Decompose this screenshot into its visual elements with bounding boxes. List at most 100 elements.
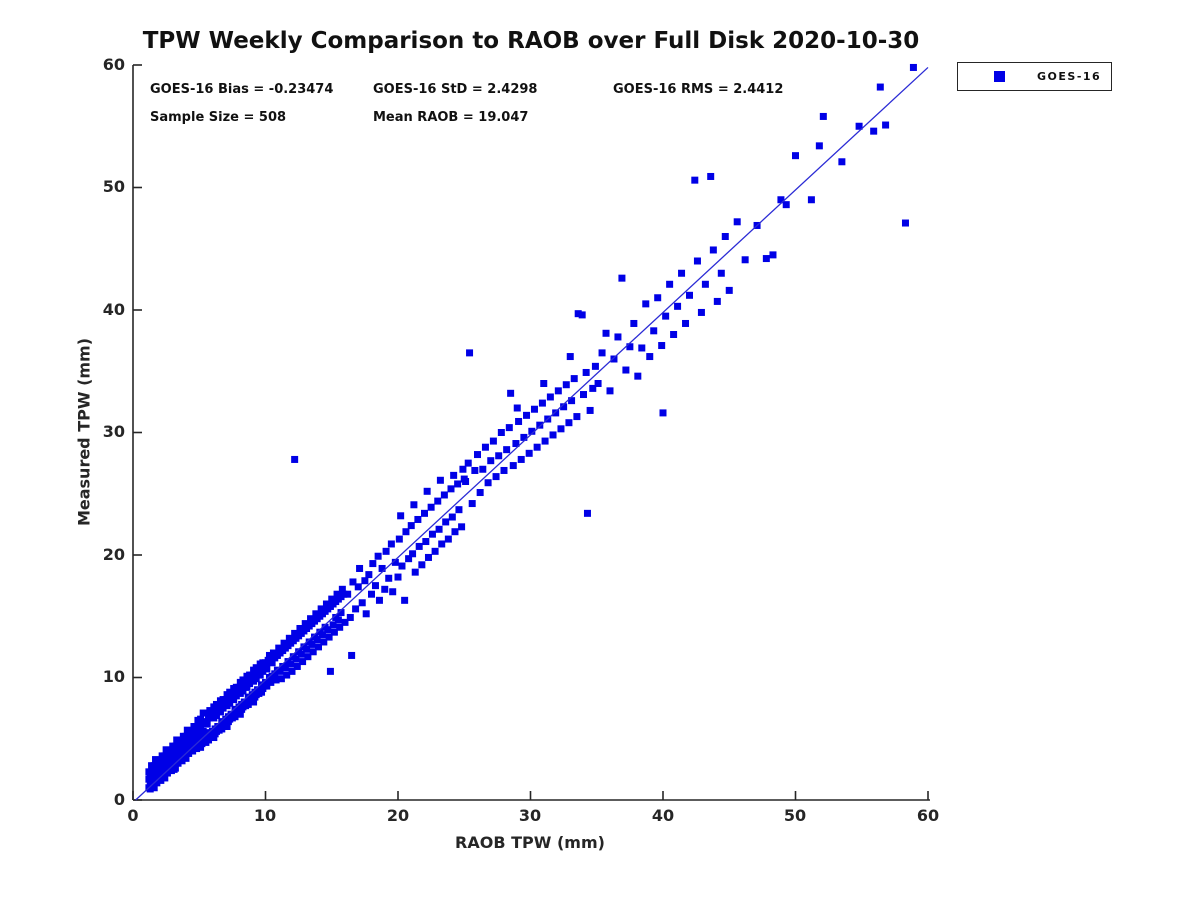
data-point xyxy=(807,196,815,204)
data-point xyxy=(318,631,326,639)
data-point xyxy=(189,747,197,755)
data-point xyxy=(528,427,536,435)
data-point xyxy=(870,127,878,135)
data-point xyxy=(549,431,557,439)
data-point xyxy=(153,779,161,787)
data-point xyxy=(340,590,348,598)
data-point xyxy=(223,723,231,730)
data-point xyxy=(244,700,252,708)
data-point xyxy=(230,696,238,704)
x-tick-40: 40 xyxy=(651,806,675,825)
data-point xyxy=(259,667,267,675)
data-point xyxy=(328,595,336,603)
data-point xyxy=(410,501,418,509)
data-point xyxy=(263,682,271,690)
data-point xyxy=(431,547,439,555)
data-point xyxy=(659,409,667,417)
data-point xyxy=(523,411,531,419)
data-point xyxy=(495,452,503,460)
x-tick-30: 30 xyxy=(518,806,542,825)
data-point xyxy=(409,550,417,558)
data-point xyxy=(324,626,332,634)
data-point xyxy=(540,380,548,387)
data-point xyxy=(682,319,690,327)
data-point xyxy=(291,629,299,637)
stat-std: GOES-16 StD = 2.4298 xyxy=(373,82,538,97)
data-point xyxy=(375,596,383,604)
data-point xyxy=(287,660,295,668)
data-point xyxy=(536,421,544,429)
x-tick-0: 0 xyxy=(127,806,139,825)
data-point xyxy=(346,613,354,621)
data-point xyxy=(268,659,276,667)
data-point xyxy=(733,218,741,226)
data-point xyxy=(530,405,538,413)
data-point xyxy=(276,667,284,675)
data-point xyxy=(150,784,158,792)
data-point xyxy=(642,300,650,308)
data-point xyxy=(304,653,312,661)
data-point xyxy=(423,487,431,495)
data-point xyxy=(252,664,260,672)
data-point xyxy=(336,623,344,631)
data-point xyxy=(382,547,390,555)
data-point xyxy=(250,698,258,706)
data-point xyxy=(322,600,330,608)
data-point xyxy=(299,658,307,666)
data-point xyxy=(275,644,283,652)
data-point xyxy=(239,676,247,684)
data-point xyxy=(226,688,234,696)
data-point xyxy=(646,353,654,361)
data-point xyxy=(263,665,271,673)
x-tick-10: 10 xyxy=(253,806,277,825)
data-point xyxy=(762,255,770,263)
data-point xyxy=(565,419,573,427)
data-point xyxy=(262,678,269,686)
axis-ticks xyxy=(132,64,929,801)
data-point xyxy=(219,704,227,712)
data-point xyxy=(468,500,476,508)
x-axis-label: RAOB TPW (mm) xyxy=(455,833,605,852)
data-point xyxy=(578,311,586,319)
data-point xyxy=(341,618,349,626)
data-point xyxy=(725,286,733,294)
data-point xyxy=(414,515,422,523)
data-point xyxy=(538,399,546,407)
data-point xyxy=(489,437,497,445)
data-point xyxy=(385,574,393,582)
data-point xyxy=(174,759,182,767)
scatter-points xyxy=(145,63,917,793)
y-tick-20: 20 xyxy=(102,545,125,564)
data-point xyxy=(507,389,515,397)
data-point xyxy=(777,196,785,204)
data-point xyxy=(618,274,626,282)
data-point xyxy=(454,480,462,488)
y-tick-60: 60 xyxy=(102,55,125,74)
data-point xyxy=(533,443,541,451)
data-point xyxy=(283,671,291,679)
stat-bias: GOES-16 Bias = -0.23474 xyxy=(150,82,334,97)
data-point xyxy=(589,384,597,392)
legend-box: GOES-16 xyxy=(957,62,1112,91)
x-tick-60: 60 xyxy=(916,806,940,825)
data-point xyxy=(243,683,251,691)
data-point xyxy=(161,774,169,782)
data-point xyxy=(163,769,171,777)
data-point xyxy=(354,583,362,591)
data-point xyxy=(232,692,240,700)
data-point xyxy=(308,640,316,648)
data-point xyxy=(707,172,715,180)
data-point xyxy=(348,651,356,659)
data-point xyxy=(487,457,495,465)
data-point xyxy=(178,757,186,765)
data-point xyxy=(365,571,373,579)
data-point xyxy=(626,343,634,351)
data-point xyxy=(598,349,606,357)
data-point xyxy=(361,577,369,585)
data-point xyxy=(337,609,345,617)
data-point xyxy=(497,429,505,436)
y-tick-30: 30 xyxy=(102,422,125,441)
data-point xyxy=(358,599,366,607)
data-point xyxy=(303,645,311,653)
